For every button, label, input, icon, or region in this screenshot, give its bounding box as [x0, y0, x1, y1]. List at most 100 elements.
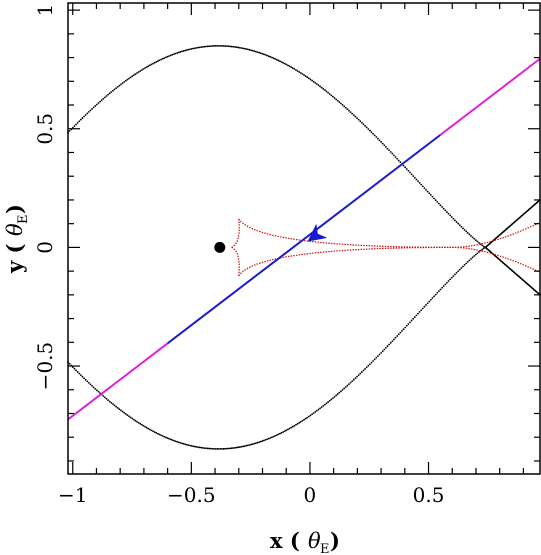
critical-curve-dot	[176, 440, 179, 443]
critical-curve-dot	[386, 147, 389, 150]
critical-curve-dot	[185, 443, 188, 446]
critical-curve-dot	[136, 72, 138, 74]
y-tick-label: 1	[33, 4, 57, 17]
critical-curve-dot	[312, 80, 315, 83]
critical-curve-dot	[209, 447, 212, 450]
critical-curve-dot	[216, 44, 219, 47]
critical-curve-dot	[320, 406, 323, 409]
critical-curve-dot	[295, 69, 297, 71]
critical-curve-dot	[177, 441, 180, 444]
critical-curve-dot	[123, 411, 126, 414]
critical-curve-dot	[386, 345, 389, 348]
critical-curve-dot	[112, 89, 114, 92]
critical-curve-dot	[166, 55, 169, 58]
critical-curve-dot	[317, 84, 320, 87]
critical-curve-dot	[285, 429, 288, 432]
critical-curve-dot	[160, 58, 163, 61]
critical-curve-dot	[131, 417, 134, 420]
critical-curve-dot	[132, 418, 135, 421]
critical-curve-dot	[290, 426, 293, 429]
critical-curve-dot	[226, 447, 228, 450]
critical-curve-dot	[271, 56, 273, 59]
x-axis-label-close: )	[330, 528, 340, 553]
critical-curve-dot	[303, 74, 305, 76]
critical-curve-dot	[198, 446, 201, 449]
critical-curve-dot	[232, 45, 235, 48]
critical-curve-dot	[213, 447, 216, 450]
critical-curve-dot	[124, 413, 127, 415]
critical-curve-dot	[460, 267, 463, 269]
critical-curve-dot	[230, 447, 233, 450]
critical-curve-dot	[335, 98, 338, 101]
y-tick-label: 0.5	[33, 113, 57, 145]
critical-curve-dot	[68, 362, 71, 365]
critical-curve-dot	[365, 126, 368, 129]
critical-curve-dot	[351, 380, 354, 383]
critical-curve-dot	[415, 178, 418, 181]
data-layer	[67, 44, 541, 450]
critical-curve-dot	[312, 412, 315, 414]
critical-curve-dot	[402, 164, 405, 167]
critical-curve-dot	[336, 393, 339, 395]
critical-curve-dot	[224, 447, 227, 450]
critical-curve-dot	[113, 88, 116, 91]
critical-curve-dot	[322, 404, 325, 407]
critical-curve-dot	[280, 61, 283, 63]
critical-curve-dot	[163, 435, 166, 438]
critical-curve-dot	[222, 45, 225, 47]
critical-curve-dot	[142, 424, 145, 427]
critical-curve-dot	[293, 424, 296, 427]
critical-curve-dot	[325, 402, 328, 405]
critical-curve-dot	[298, 71, 301, 73]
critical-curve-dot	[96, 103, 98, 106]
critical-curve-dot	[192, 445, 195, 448]
lens-point	[214, 241, 226, 253]
critical-curve-dot	[110, 401, 113, 404]
critical-curve-dot	[481, 248, 484, 251]
critical-curve-dot	[161, 57, 164, 60]
critical-curve-dot	[226, 45, 228, 48]
critical-curve-dot	[126, 78, 129, 81]
critical-curve-dot	[349, 381, 352, 384]
critical-curve-dot	[348, 383, 350, 386]
critical-curve-dot	[147, 65, 150, 68]
critical-curve-dot	[118, 84, 121, 87]
critical-curve-dot	[148, 428, 151, 431]
critical-curve-dot	[105, 397, 108, 400]
critical-curve-dot	[407, 169, 410, 172]
critical-curve-dot	[352, 378, 355, 381]
critical-curve-dot	[385, 146, 387, 148]
critical-curve-dot	[434, 293, 437, 296]
critical-curve-dot	[367, 128, 370, 130]
critical-curve-dot	[91, 107, 93, 110]
critical-curve-dot	[272, 435, 275, 438]
critical-curve-dot	[356, 117, 358, 120]
critical-curve-dot	[165, 436, 167, 439]
critical-curve-dot	[275, 58, 278, 61]
critical-curve-dot	[237, 46, 240, 49]
critical-curve-dot	[118, 408, 121, 411]
critical-curve-dot	[364, 368, 366, 370]
critical-curve-dot	[463, 228, 466, 231]
critical-curve-dot	[335, 394, 338, 397]
critical-curve-dot	[264, 54, 267, 56]
critical-curve-dot	[104, 96, 106, 99]
critical-curve-dot	[306, 416, 309, 419]
critical-curve-dot	[116, 85, 119, 88]
critical-curve-dot	[267, 437, 270, 440]
critical-curve-dot	[75, 123, 77, 126]
critical-curve-dot	[126, 414, 129, 417]
critical-curve-dot	[155, 432, 158, 434]
critical-curve-dot	[173, 439, 175, 442]
critical-curve-dot	[76, 121, 79, 124]
critical-curve-dot	[184, 443, 187, 446]
critical-curve-dot	[108, 92, 111, 95]
caustic-arc	[231, 218, 240, 248]
x-axis-label-theta: θ	[308, 529, 321, 553]
critical-curve-dot	[311, 79, 313, 82]
critical-curve-dot	[144, 425, 146, 428]
critical-curve-dot	[344, 386, 347, 388]
critical-curve-dot	[291, 425, 294, 428]
critical-curve-dot	[187, 48, 190, 51]
plot-frame	[67, 2, 541, 475]
